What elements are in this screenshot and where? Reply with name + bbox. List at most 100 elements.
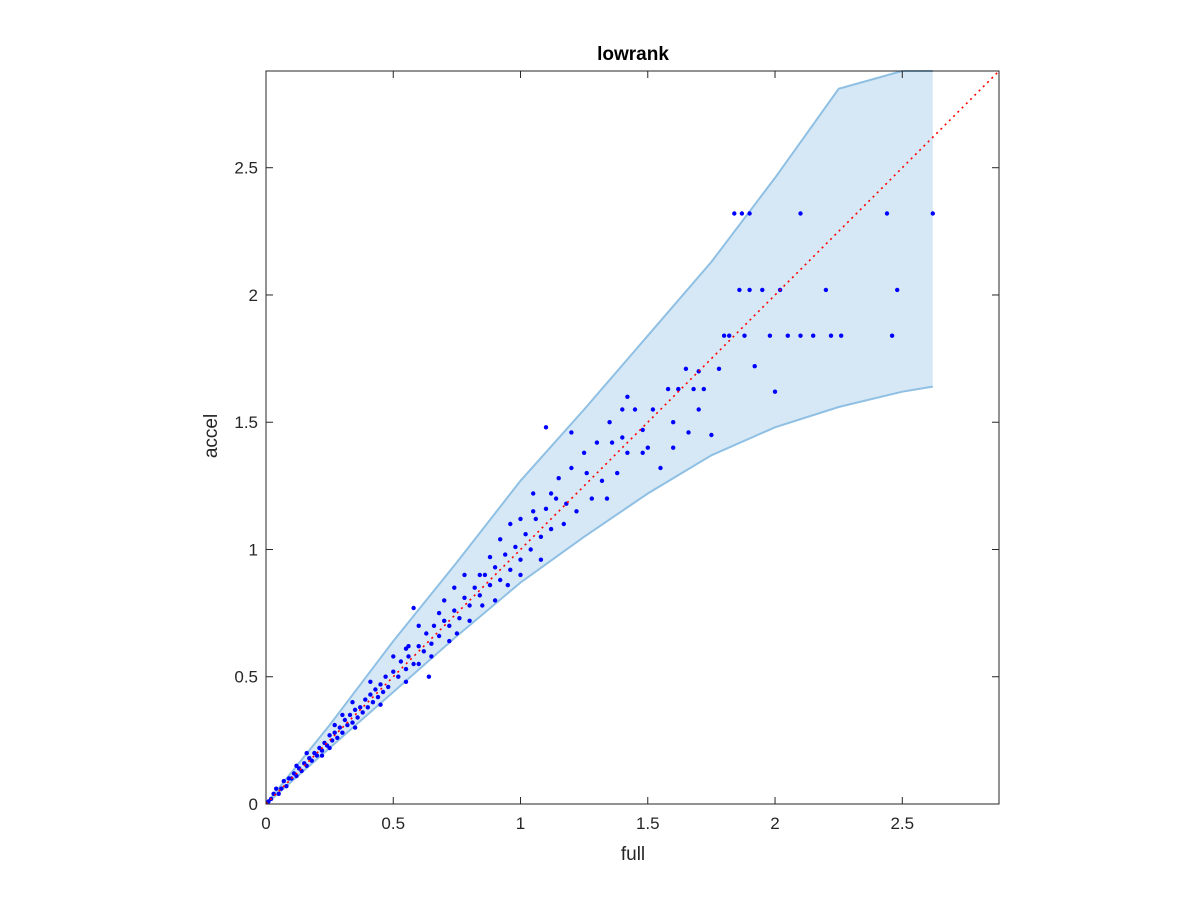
scatter-point	[716, 366, 722, 371]
scatter-point	[391, 654, 396, 659]
scatter-point	[828, 333, 834, 338]
scatter-point	[747, 287, 752, 293]
scatter-point	[508, 567, 513, 572]
scatter-point	[701, 386, 706, 392]
scatter-point	[632, 407, 638, 412]
x-tick-label: 1	[516, 814, 525, 833]
scatter-point	[370, 700, 376, 705]
scatter-point	[352, 707, 358, 712]
scatter-point	[594, 440, 600, 445]
scatter-point	[345, 722, 350, 728]
scatter-point	[378, 702, 383, 707]
scatter-point	[416, 661, 421, 667]
scatter-point	[492, 598, 498, 603]
x-tick-label: 1.5	[636, 814, 660, 833]
x-axis-label: full	[621, 844, 645, 865]
scatter-point	[375, 694, 381, 700]
scatter-point	[327, 733, 332, 738]
scatter-point	[640, 450, 645, 455]
scatter-point	[383, 674, 388, 679]
scatter-point	[429, 654, 434, 659]
band-fill	[266, 71, 933, 804]
scatter-point	[665, 386, 671, 392]
scatter-point	[340, 712, 345, 718]
scatter-point	[581, 450, 587, 455]
scatter-point	[498, 577, 503, 583]
scatter-point	[411, 661, 416, 667]
scatter-point	[930, 211, 935, 216]
scatter-point	[884, 211, 890, 216]
scatter-point	[368, 692, 373, 697]
scatter-point	[294, 773, 299, 779]
scatter-point	[607, 420, 612, 425]
scatter-point	[676, 386, 681, 392]
y-tick-label: 0.5	[234, 668, 258, 687]
y-tick-label: 0	[249, 795, 258, 814]
scatter-point	[538, 557, 544, 562]
scatter-point	[462, 572, 467, 578]
scatter-point	[319, 753, 325, 758]
y-tick-label: 1.5	[234, 413, 258, 432]
scatter-point	[658, 465, 663, 471]
scatter-point	[543, 425, 549, 430]
scatter-point	[360, 710, 365, 715]
scatter-point	[411, 605, 416, 611]
scatter-point	[569, 465, 574, 471]
scatter-point	[503, 552, 508, 557]
chart-title: lowrank	[597, 44, 669, 65]
scatter-point	[482, 572, 488, 578]
scatter-point	[772, 389, 778, 394]
scatter-point	[523, 532, 528, 537]
scatter-point	[895, 287, 900, 293]
scatter-point	[403, 666, 409, 672]
scatter-point	[424, 631, 429, 636]
scatter-point	[276, 791, 281, 796]
scatter-points	[266, 211, 935, 804]
scatter-point	[811, 333, 816, 338]
scatter-point	[327, 745, 332, 751]
scatter-point	[447, 638, 452, 644]
scatter-point	[518, 572, 523, 578]
scatter-point	[416, 644, 421, 649]
scatter-point	[358, 705, 363, 710]
scatter-point	[314, 753, 320, 758]
scatter-point	[457, 616, 462, 621]
scatter-point	[767, 333, 773, 338]
scatter-point	[609, 440, 615, 445]
scatter-point	[752, 364, 757, 369]
scatter-point	[352, 725, 358, 730]
scatter-point	[332, 722, 337, 728]
scatter-point	[839, 333, 844, 338]
scatter-point	[442, 598, 447, 603]
scatter-point	[340, 730, 345, 735]
scatter-point	[561, 521, 566, 527]
scatter-point	[760, 287, 765, 293]
scatter-point	[671, 420, 676, 425]
x-ticks: 0 0.5 1 1.5 2 2.5	[261, 71, 914, 833]
scatter-point	[747, 211, 752, 216]
scatter-point	[650, 407, 656, 412]
scatter-point	[304, 750, 309, 756]
scatter-point	[467, 603, 472, 608]
scatter-point	[498, 537, 503, 542]
scatter-point	[785, 333, 790, 338]
scatter-point	[798, 333, 803, 338]
scatter-point	[599, 478, 605, 483]
scatter-point	[462, 595, 467, 600]
band-upper-edge	[265, 70, 933, 805]
plot-area: 0 0.5 1 1.5 2 2.5 0 0.5 1 1.5 2 2.5	[234, 70, 1000, 833]
scatter-point	[442, 618, 447, 623]
scatter-point	[615, 470, 620, 476]
scatter-point	[645, 445, 650, 450]
band-lower-edge	[265, 385, 933, 805]
scatter-point	[452, 608, 457, 613]
scatter-point	[492, 565, 498, 570]
scatter-point	[337, 725, 342, 730]
scatter-point	[363, 697, 368, 702]
scatter-point	[436, 610, 442, 616]
x-tick-label: 2.5	[890, 814, 914, 833]
scatter-point	[347, 712, 353, 718]
scatter-point	[737, 287, 742, 293]
scatter-point	[739, 211, 745, 216]
scatter-point	[709, 432, 714, 438]
